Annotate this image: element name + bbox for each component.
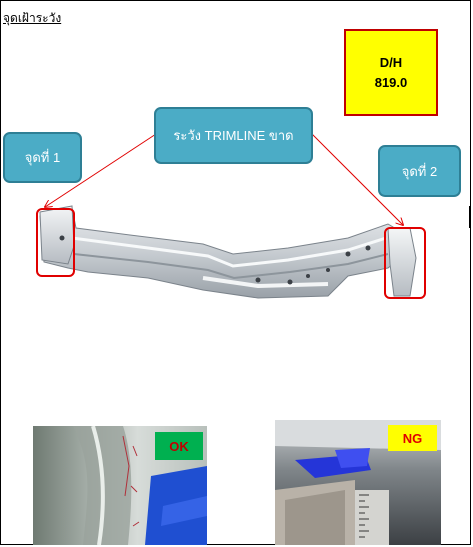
dh-value: 819.0: [374, 74, 408, 90]
dh-value-box: D/H 819.0: [344, 29, 438, 116]
point-1-highlight: [36, 208, 75, 277]
part-photo: [39, 205, 417, 299]
ng-label: NG: [388, 425, 437, 451]
ok-label: OK: [155, 432, 203, 460]
edge-mark: [469, 206, 471, 228]
arrow-to-point-1: [45, 133, 157, 207]
dh-label: D/H: [379, 54, 403, 70]
point-2-highlight: [384, 227, 426, 299]
point-1-callout: จุดที่ 1: [3, 132, 82, 183]
page-title: จุดเฝ้าระวัง: [3, 11, 62, 25]
trimline-warning-callout: ระวัง TRIMLINE ขาด: [154, 107, 313, 164]
arrow-to-point-2: [311, 133, 403, 225]
point-2-callout: จุดที่ 2: [378, 145, 461, 197]
